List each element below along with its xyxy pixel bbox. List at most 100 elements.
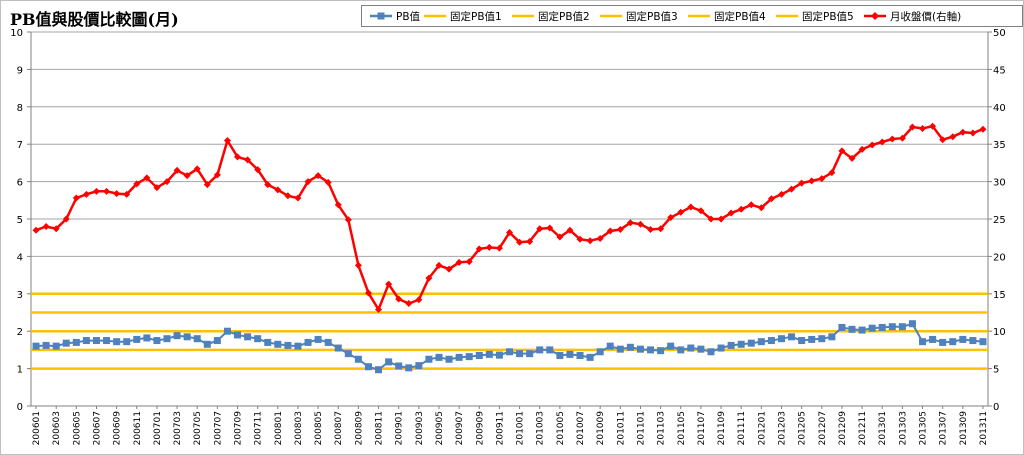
legend-marker xyxy=(871,12,879,20)
price-point xyxy=(908,123,916,131)
pb-point xyxy=(546,346,554,354)
pb-point xyxy=(92,337,100,345)
x-tick-label: 200601 xyxy=(32,411,42,445)
price-point xyxy=(767,195,775,203)
pb-point xyxy=(576,352,584,360)
y-right-tick-label: 0 xyxy=(993,402,999,413)
price-point xyxy=(223,136,231,144)
x-tick-label: 201209 xyxy=(838,411,848,446)
x-tick-label: 200809 xyxy=(354,411,364,446)
price-point xyxy=(858,145,866,153)
price-point xyxy=(244,156,252,164)
pb-point xyxy=(485,350,493,358)
pb-point xyxy=(606,342,614,350)
price-point xyxy=(354,261,362,269)
price-point xyxy=(435,261,443,269)
pb-point xyxy=(153,337,161,345)
y-left-tick-label: 2 xyxy=(17,327,23,338)
y-left-tick-label: 9 xyxy=(17,65,23,76)
pb-point xyxy=(858,326,866,334)
price-point xyxy=(385,280,393,288)
pb-point xyxy=(747,339,755,347)
pb-point xyxy=(274,340,282,348)
price-point xyxy=(32,226,40,234)
y-left-tick-label: 4 xyxy=(17,252,23,263)
x-tick-label: 200905 xyxy=(435,411,445,445)
legend-label: 固定PB值2 xyxy=(538,10,590,23)
price-point xyxy=(516,238,524,246)
price-point xyxy=(808,177,816,185)
x-tick-label: 200811 xyxy=(375,411,385,445)
pb-point xyxy=(636,345,644,353)
price-point xyxy=(717,215,725,223)
x-tick-label: 201107 xyxy=(697,411,707,445)
price-point xyxy=(657,225,665,233)
pb-point xyxy=(556,352,564,360)
x-tick-label: 200805 xyxy=(314,411,324,445)
price-point xyxy=(798,179,806,187)
price-point xyxy=(113,190,121,198)
pb-point xyxy=(385,358,393,366)
x-tick-label: 200707 xyxy=(213,411,223,445)
pb-point xyxy=(324,338,332,346)
pb-point xyxy=(798,337,806,345)
price-point xyxy=(82,190,90,198)
y-right-tick-label: 25 xyxy=(993,215,1006,226)
price-point xyxy=(213,171,221,179)
pb-point xyxy=(526,350,534,358)
x-tick-label: 200701 xyxy=(153,411,163,445)
pb-point xyxy=(969,337,977,345)
pb-point xyxy=(737,340,745,348)
pb-point xyxy=(868,324,876,332)
price-point xyxy=(495,244,503,252)
price-point xyxy=(586,237,594,245)
price-point xyxy=(173,166,181,174)
pb-point xyxy=(375,366,383,374)
x-tick-label: 200609 xyxy=(113,411,123,446)
price-point xyxy=(757,204,765,212)
y-right-tick-label: 35 xyxy=(993,140,1006,151)
pb-point xyxy=(596,348,604,356)
price-point xyxy=(133,180,141,188)
x-tick-label: 200807 xyxy=(334,411,344,445)
x-tick-label: 200907 xyxy=(455,411,465,445)
price-point xyxy=(264,181,272,189)
price-point xyxy=(395,295,403,303)
price-point xyxy=(677,208,685,216)
pb-point xyxy=(677,346,685,354)
price-point xyxy=(405,300,413,308)
pb-point xyxy=(878,323,886,331)
x-tick-label: 200903 xyxy=(415,411,425,445)
y-left-tick-label: 5 xyxy=(17,215,23,226)
pb-point xyxy=(506,348,513,356)
pb-point xyxy=(294,342,302,350)
pb-point xyxy=(616,345,624,353)
y-left-tick-label: 8 xyxy=(17,103,23,114)
y-right-tick-label: 15 xyxy=(993,290,1006,301)
pb-point xyxy=(445,355,453,363)
price-point xyxy=(667,214,675,222)
price-point xyxy=(52,225,60,233)
pb-point xyxy=(939,338,947,346)
pb-point xyxy=(657,347,665,355)
price-point xyxy=(465,258,473,266)
price-point xyxy=(919,124,927,132)
price-point xyxy=(697,207,705,215)
price-point xyxy=(425,274,433,282)
y-right-tick-label: 30 xyxy=(993,178,1006,189)
price-point xyxy=(234,153,242,161)
pb-point xyxy=(919,338,927,346)
price-point xyxy=(203,181,211,189)
pb-point xyxy=(697,345,705,353)
y-left-tick-label: 3 xyxy=(17,290,23,301)
price-point xyxy=(939,136,947,144)
price-point xyxy=(536,225,544,233)
pb-point xyxy=(465,353,473,361)
pb-point xyxy=(566,350,574,358)
price-point xyxy=(606,227,614,235)
price-point xyxy=(707,215,715,223)
x-tick-label: 201311 xyxy=(979,411,989,445)
price-point xyxy=(314,172,322,180)
pb-point xyxy=(52,342,60,350)
